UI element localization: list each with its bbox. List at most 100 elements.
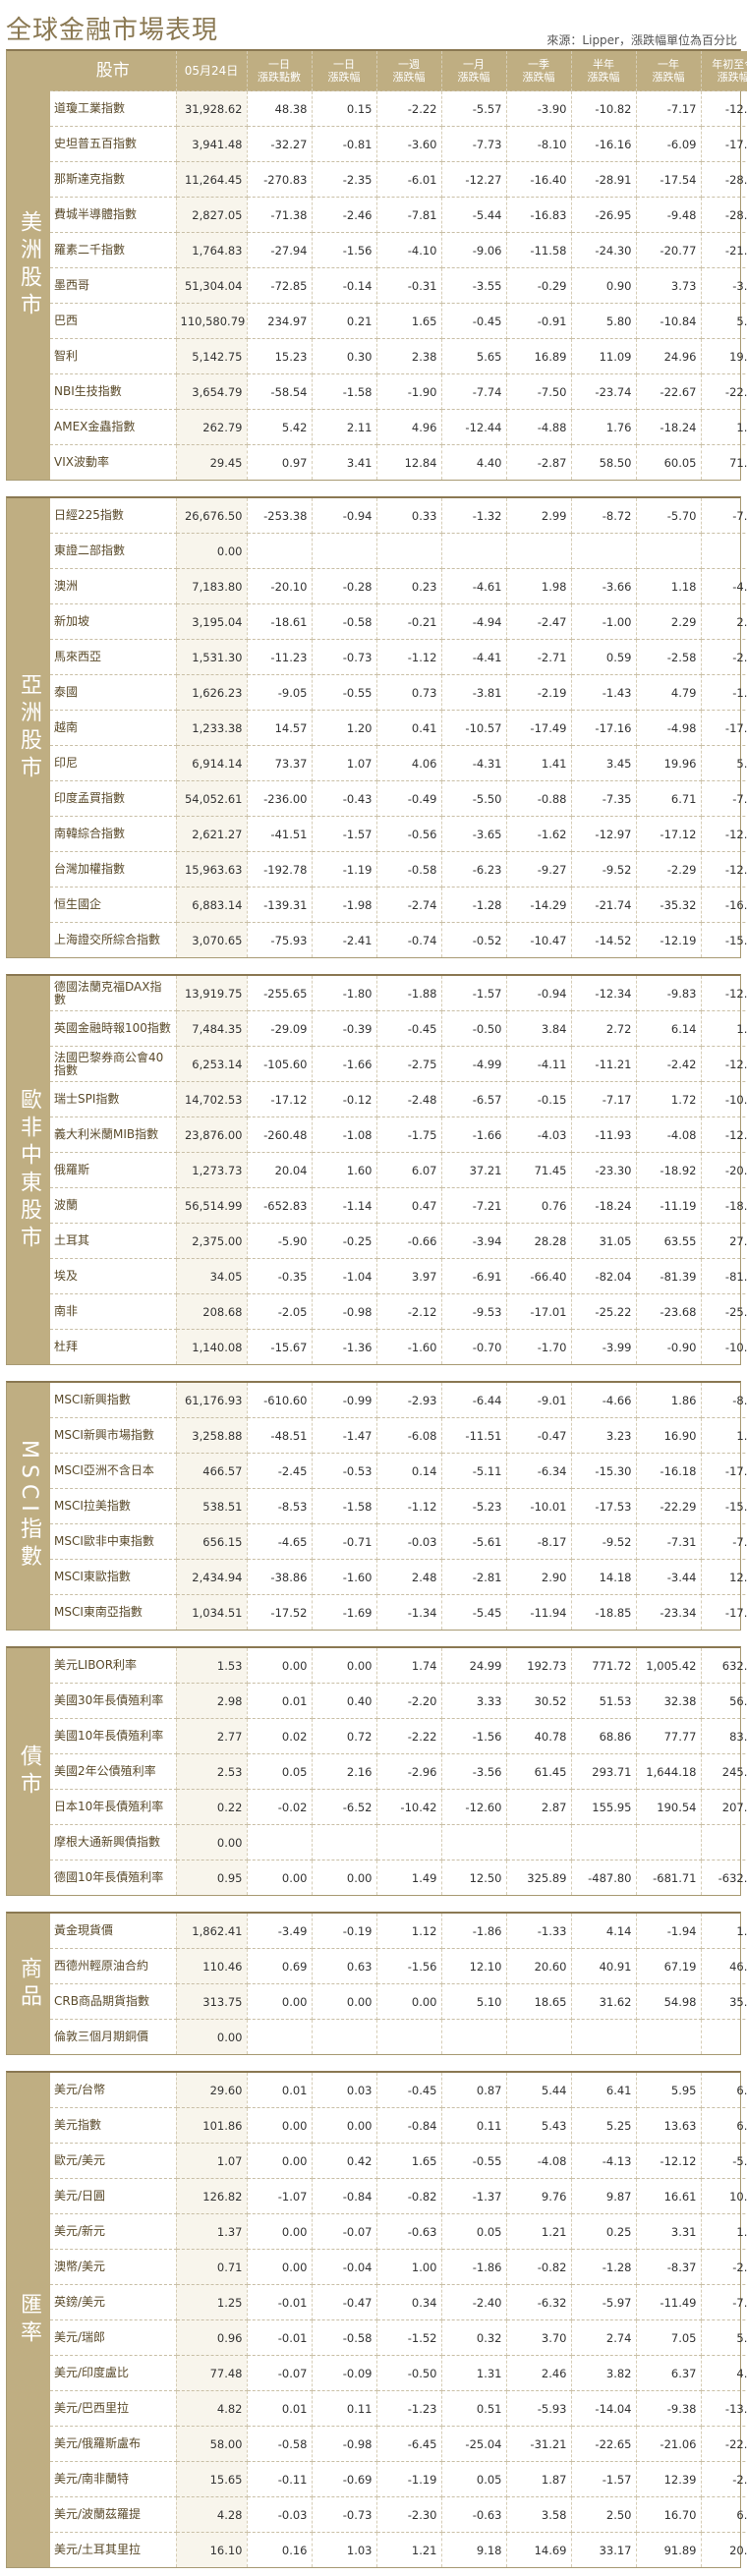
data-table: MSCI新興指數 61,176.93 -610.60 -0.99 -2.93 -6.44-… — [50, 1383, 747, 1630]
row-value: 5.25 — [571, 2107, 637, 2144]
row-name: 南韓綜合指數 — [50, 816, 177, 852]
row-name: 埃及 — [50, 1258, 177, 1294]
row-value: -255.65 — [247, 976, 313, 1011]
row-value: -3.55 — [441, 267, 507, 304]
row-price: 2.53 — [176, 1753, 248, 1790]
row-value: -13.49 — [701, 2390, 747, 2427]
row-value: 1.74 — [376, 1648, 442, 1684]
row-value: 14.57 — [247, 710, 313, 746]
row-value: -6.23 — [441, 851, 507, 887]
header-col: 半年 漲跌幅 — [571, 51, 637, 91]
row-value: 19.60 — [701, 338, 747, 374]
table-row: 土耳其 2,375.00 -5.90 -0.25 -0.66 -3.94 28.28 31.0… — [50, 1223, 747, 1259]
row-name: 上海證交所綜合指數 — [50, 922, 177, 957]
row-value: -652.83 — [247, 1187, 313, 1224]
row-value: -2.42 — [636, 1046, 702, 1082]
row-value: -9.48 — [636, 197, 702, 233]
row-value: -1.19 — [376, 2461, 442, 2497]
row-price: 26,676.50 — [176, 498, 248, 534]
row-name: 美元/俄羅斯盧布 — [50, 2426, 177, 2462]
row-name: 美元/瑞郎 — [50, 2319, 177, 2356]
row-value: 77.77 — [636, 1718, 702, 1754]
row-value: -7.17 — [636, 90, 702, 127]
row-value: -8.72 — [571, 498, 637, 534]
row-value: 1.67 — [701, 2213, 747, 2250]
section-label: 商品 — [7, 1914, 50, 2054]
row-price: 61,176.93 — [176, 1383, 248, 1418]
row-value: -9.27 — [506, 851, 572, 887]
row-value — [571, 2019, 637, 2054]
row-value: -6.57 — [441, 1081, 507, 1117]
row-value — [247, 533, 313, 569]
table-row: 台灣加權指數 15,963.63 -192.78 -1.19 -0.58 -6.23 -9.… — [50, 851, 747, 887]
table-row: MSCI新興指數 61,176.93 -610.60 -0.99 -2.93 -6.44-… — [50, 1383, 747, 1418]
row-value: -7.39 — [701, 2284, 747, 2320]
row-value: 3.82 — [571, 2355, 637, 2391]
data-table: 黃金現貨價 1,862.41 -3.49 -0.19 1.12 -1.86 -1.33 4.1… — [50, 1914, 747, 2054]
row-value: -1.60 — [376, 1329, 442, 1364]
row-value: -5.90 — [247, 1223, 313, 1259]
row-value: -7.73 — [441, 126, 507, 162]
row-value: 0.63 — [312, 1948, 377, 1984]
header-col: 一年 漲跌幅 — [636, 51, 702, 91]
row-value: 234.97 — [247, 303, 313, 339]
row-value — [701, 1824, 747, 1860]
row-value: -1.28 — [441, 887, 507, 923]
row-value: 1.18 — [636, 568, 702, 604]
row-value: -1.43 — [571, 674, 637, 711]
table-row: 瑞士SPI指數 14,702.53 -17.12 -0.12 -2.48 -6.57 -0.… — [50, 1081, 747, 1117]
row-value: -20.77 — [636, 232, 702, 268]
row-price: 14,702.53 — [176, 1081, 248, 1117]
row-value: -2.93 — [376, 1383, 442, 1418]
row-value: -6.34 — [506, 1453, 572, 1489]
row-value: -12.27 — [441, 161, 507, 198]
table-row: 波蘭 56,514.99 -652.83 -1.14 0.47 -7.21 0.76 -18.… — [50, 1187, 747, 1224]
table-row: MSCI新興市場指數 3,258.88 -48.51 -1.47 -6.08 -11.51… — [50, 1417, 747, 1454]
row-value: -16.16 — [571, 126, 637, 162]
row-value: 0.00 — [247, 2249, 313, 2285]
row-price: 2,375.00 — [176, 1223, 248, 1259]
row-value: -10.84 — [636, 303, 702, 339]
row-value: -2.58 — [636, 639, 702, 675]
row-value: -6.01 — [376, 161, 442, 198]
row-value: -5.45 — [441, 1594, 507, 1630]
row-value: -15.86 — [701, 1488, 747, 1524]
row-name: 美元/台幣 — [50, 2073, 177, 2108]
row-value: 15.23 — [247, 338, 313, 374]
row-value: -28.36 — [701, 197, 747, 233]
row-value: -0.14 — [312, 267, 377, 304]
row-value: -0.43 — [312, 780, 377, 817]
row-value: -7.39 — [701, 1523, 747, 1560]
row-value: 5.80 — [571, 303, 637, 339]
row-value: -1.69 — [312, 1594, 377, 1630]
row-value: -1.90 — [376, 373, 442, 410]
row-price: 31,928.62 — [176, 90, 248, 127]
row-value: 1.21 — [506, 2213, 572, 2250]
row-value: -22.29 — [636, 1488, 702, 1524]
row-price: 4.28 — [176, 2496, 248, 2533]
row-name: 瑞士SPI指數 — [50, 1081, 177, 1117]
row-value: -22.65 — [571, 2426, 637, 2462]
row-value: 9.76 — [506, 2178, 572, 2214]
table-row: 美元/台幣 29.60 0.01 0.03 -0.45 0.87 5.44 6.41 5.95 6… — [50, 2073, 747, 2108]
row-value: -24.30 — [571, 232, 637, 268]
section-label: MSCI指數 — [7, 1383, 50, 1630]
row-value: -0.03 — [376, 1523, 442, 1560]
table-row: 埃及 34.05 -0.35 -1.04 3.97 -6.91 -66.40 -82.04 -8… — [50, 1258, 747, 1294]
row-value: -3.69 — [701, 267, 747, 304]
row-value: -9.01 — [506, 1383, 572, 1418]
row-name: CRB商品期貨指數 — [50, 1983, 177, 2020]
row-price: 23,876.00 — [176, 1116, 248, 1153]
row-value: 9.87 — [571, 2178, 637, 2214]
row-price: 313.75 — [176, 1983, 248, 2020]
row-name: 德國10年長債殖利率 — [50, 1860, 177, 1895]
row-value: -0.55 — [441, 2143, 507, 2179]
row-name: 美元/波蘭茲羅提 — [50, 2496, 177, 2533]
row-value: 1.03 — [312, 2532, 377, 2567]
row-value — [506, 533, 572, 569]
header-row: 股市 05月24日 一日 漲跌點數 一日 漲跌幅 一週 漲跌幅 一月 漲跌幅 一季 漲跌幅 半年 漲跌幅一… — [50, 51, 747, 91]
row-value: -41.51 — [247, 816, 313, 852]
row-value: 2.90 — [506, 1559, 572, 1595]
row-value: -0.63 — [376, 2213, 442, 2250]
row-value: -18.85 — [571, 1594, 637, 1630]
